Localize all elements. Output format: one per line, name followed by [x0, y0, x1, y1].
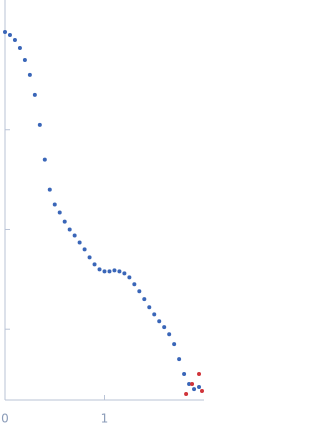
data-point: [7, 33, 12, 38]
data-point: [47, 187, 52, 192]
data-point: [200, 389, 205, 394]
data-point: [27, 72, 32, 77]
data-point: [102, 269, 107, 274]
data-point: [67, 227, 72, 232]
x-tick-label: 0: [1, 412, 9, 426]
data-point: [187, 382, 192, 387]
data-point: [112, 268, 117, 273]
data-point: [37, 122, 42, 127]
data-point: [147, 305, 152, 310]
data-point: [92, 262, 97, 267]
data-point: [122, 271, 127, 276]
data-point: [137, 289, 142, 294]
data-point: [182, 372, 187, 377]
data-point: [117, 269, 122, 274]
data-point: [190, 382, 195, 387]
data-point: [162, 325, 167, 330]
data-point: [17, 45, 22, 50]
data-point: [197, 372, 202, 377]
data-point: [3, 30, 7, 35]
data-point: [142, 297, 147, 302]
data-point: [12, 38, 17, 43]
data-point: [22, 57, 27, 62]
data-point: [157, 319, 162, 324]
data-point: [177, 357, 182, 362]
data-point: [77, 240, 82, 245]
data-point: [97, 267, 102, 272]
x-tick-label: 1: [101, 412, 109, 426]
data-point: [57, 210, 62, 215]
data-point: [72, 233, 77, 238]
data-point: [107, 269, 112, 274]
data-point: [52, 202, 57, 207]
data-point: [132, 282, 137, 287]
data-point: [82, 247, 87, 252]
data-point: [167, 332, 172, 337]
data-point: [32, 92, 37, 97]
data-point: [184, 391, 189, 396]
data-point: [62, 219, 67, 224]
data-point: [87, 255, 92, 260]
data-point: [152, 312, 157, 317]
data-point: [127, 275, 132, 280]
data-point: [42, 157, 47, 162]
data-point: [172, 342, 177, 347]
data-point: [192, 387, 197, 392]
data-point: [197, 385, 202, 390]
